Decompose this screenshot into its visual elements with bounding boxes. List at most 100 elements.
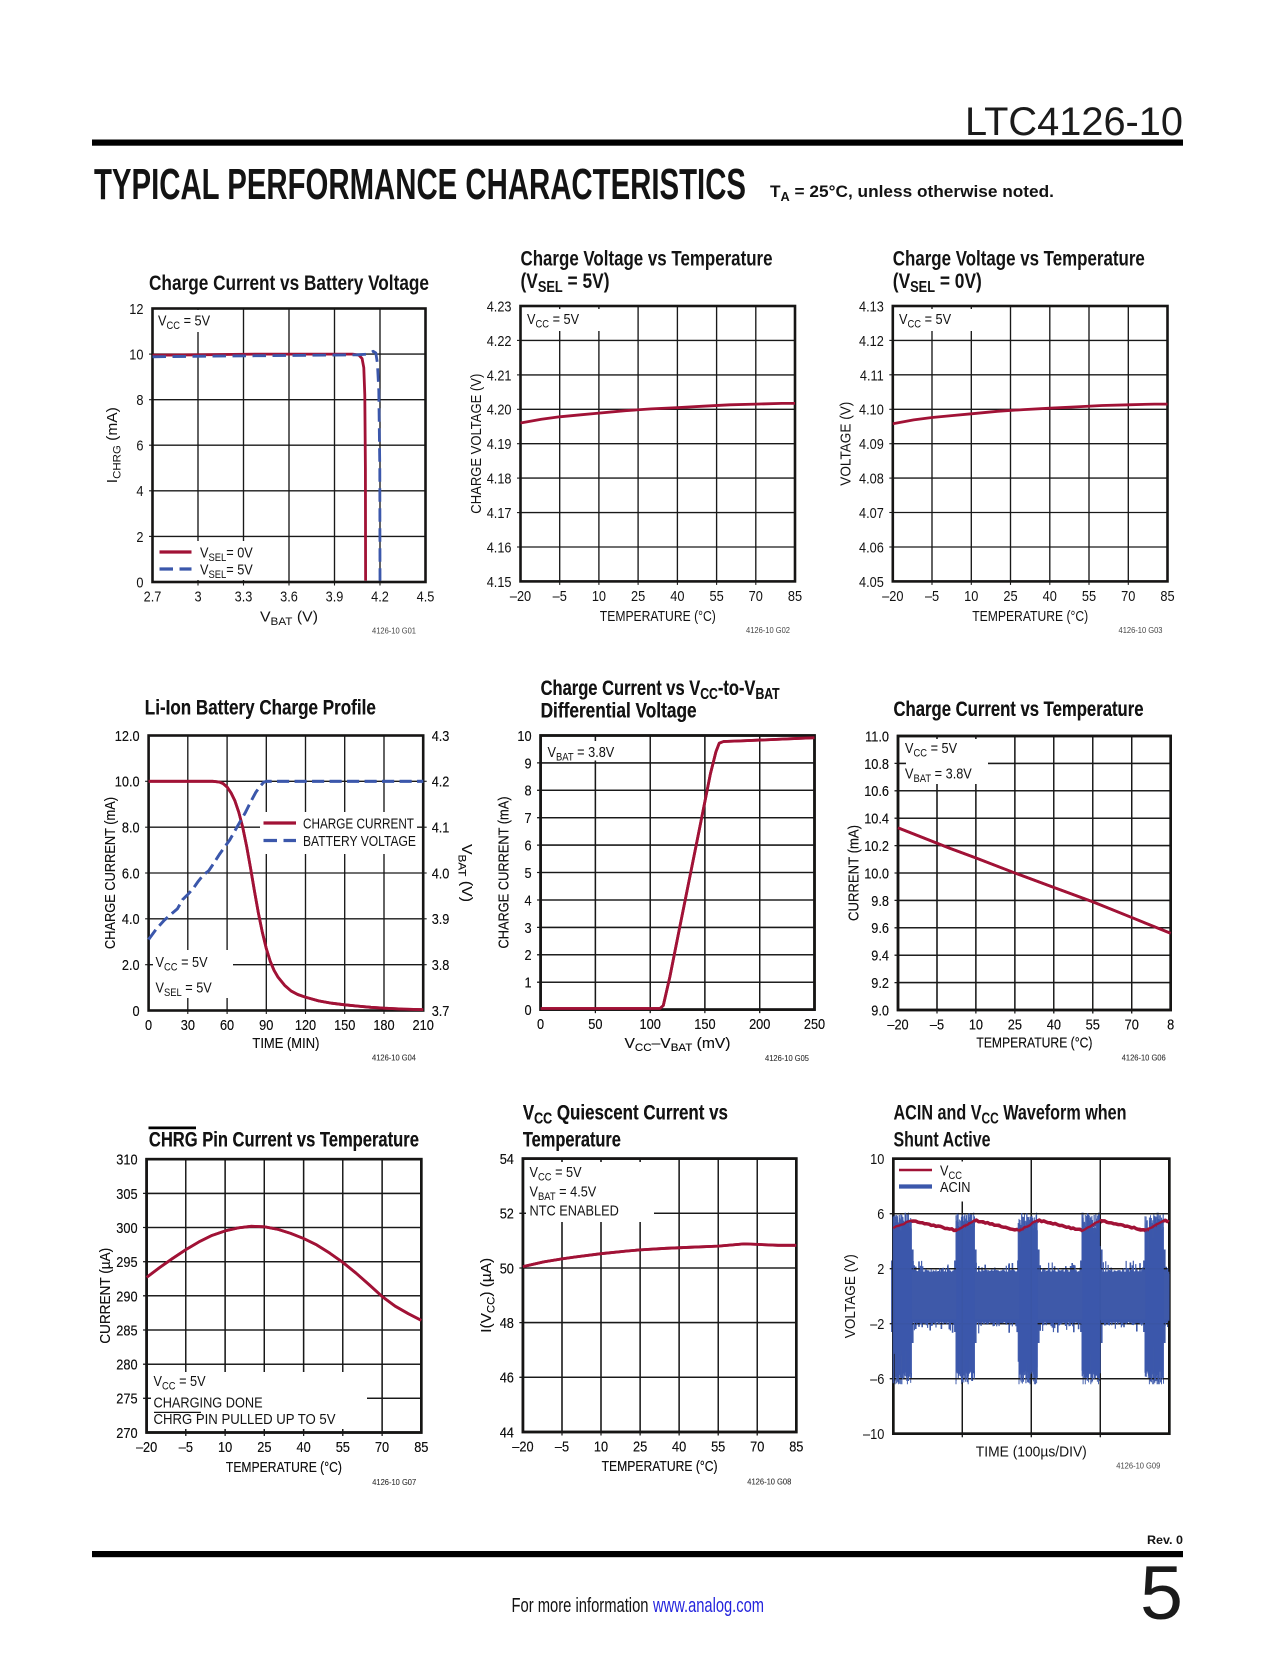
svg-text:CHRG Pin Current vs Temperatur: CHRG Pin Current vs Temperature [149, 1129, 419, 1152]
svg-text:10.0: 10.0 [115, 774, 140, 791]
svg-text:VBAT (V): VBAT (V) [260, 609, 318, 628]
svg-text:CHARGE CURRENT (mA): CHARGE CURRENT (mA) [102, 797, 119, 949]
svg-text:1: 1 [525, 975, 532, 992]
svg-text:TEMPERATURE (°C): TEMPERATURE (°C) [600, 608, 716, 625]
svg-text:300: 300 [116, 1220, 137, 1237]
svg-text:VCC = 5V: VCC = 5V [156, 954, 208, 973]
svg-text:120: 120 [295, 1017, 316, 1034]
svg-text:54: 54 [500, 1151, 514, 1168]
svg-text:12.0: 12.0 [115, 728, 140, 745]
svg-text:8: 8 [525, 783, 532, 800]
svg-text:180: 180 [373, 1017, 394, 1034]
svg-text:150: 150 [694, 1016, 715, 1033]
svg-text:280: 280 [116, 1357, 137, 1374]
svg-text:–2: –2 [870, 1316, 884, 1333]
svg-text:85: 85 [414, 1439, 428, 1456]
svg-text:0: 0 [133, 1003, 140, 1020]
svg-text:NTC ENABLED: NTC ENABLED [530, 1203, 619, 1220]
svg-text:CHARGING DONE: CHARGING DONE [154, 1395, 263, 1412]
svg-text:CHRG Pin Current vs Temperatur: CHRG Pin Current vs Temperature [149, 1129, 419, 1152]
svg-text:I(VCC) (µA): I(VCC) (µA) [478, 1258, 497, 1333]
svg-text:10: 10 [517, 728, 531, 745]
svg-text:CURRENT (mA): CURRENT (mA) [846, 825, 863, 921]
svg-text:VCC Quiescent Current vs: VCC Quiescent Current vs [523, 1102, 728, 1128]
svg-text:30: 30 [181, 1017, 195, 1034]
svg-text:–20: –20 [512, 1439, 533, 1456]
svg-text:VCC = 5V: VCC = 5V [905, 740, 957, 759]
svg-text:–6: –6 [870, 1371, 884, 1388]
svg-text:310: 310 [116, 1152, 137, 1169]
svg-text:4.17: 4.17 [487, 505, 512, 522]
svg-text:–5: –5 [179, 1439, 193, 1456]
svg-text:40: 40 [672, 1439, 686, 1456]
svg-text:4126-10 G02: 4126-10 G02 [746, 625, 790, 635]
svg-text:4126-10 G03: 4126-10 G03 [1119, 625, 1163, 635]
svg-text:VCC = 5V: VCC = 5V [154, 1373, 206, 1392]
svg-text:25: 25 [1008, 1017, 1022, 1034]
svg-text:10: 10 [594, 1439, 608, 1456]
svg-text:3.3: 3.3 [235, 589, 253, 606]
svg-text:4.08: 4.08 [859, 471, 884, 488]
svg-text:4.15: 4.15 [487, 574, 512, 591]
svg-text:4: 4 [525, 892, 532, 909]
svg-text:46: 46 [500, 1370, 514, 1387]
svg-text:4.20: 4.20 [487, 402, 512, 419]
svg-text:VCC = 5V: VCC = 5V [158, 313, 210, 332]
svg-text:10.6: 10.6 [864, 783, 889, 800]
svg-text:10: 10 [218, 1439, 232, 1456]
svg-text:4.1: 4.1 [432, 820, 450, 837]
svg-text:Charge Current vs Battery Volt: Charge Current vs Battery Voltage [149, 272, 429, 295]
svg-text:9.4: 9.4 [871, 948, 889, 965]
svg-text:25: 25 [633, 1439, 647, 1456]
svg-text:5: 5 [525, 865, 532, 882]
svg-text:CURRENT (µA): CURRENT (µA) [97, 1248, 114, 1344]
svg-text:TIME (MIN): TIME (MIN) [252, 1035, 319, 1052]
svg-text:55: 55 [336, 1439, 350, 1456]
svg-text:270: 270 [116, 1425, 137, 1442]
svg-text:Temperature: Temperature [523, 1129, 621, 1152]
svg-text:150: 150 [334, 1017, 355, 1034]
svg-text:0: 0 [136, 574, 143, 591]
svg-text:CHARGE CURRENT (mA): CHARGE CURRENT (mA) [102, 797, 119, 949]
svg-text:TIME (MIN): TIME (MIN) [252, 1035, 319, 1052]
svg-text:ACIN and VCC Waveform when: ACIN and VCC Waveform when [894, 1102, 1127, 1128]
svg-text:4126-10 G08: 4126-10 G08 [747, 1476, 791, 1486]
svg-text:Li-Ion Battery Charge Profile: Li-Ion Battery Charge Profile [145, 697, 376, 720]
svg-text:85: 85 [1160, 588, 1174, 605]
svg-text:7: 7 [525, 810, 532, 827]
svg-text:www.analog.com: www.analog.com [652, 1595, 764, 1617]
svg-text:40: 40 [670, 588, 684, 605]
svg-text:10.2: 10.2 [864, 838, 889, 855]
svg-text:6: 6 [525, 838, 532, 855]
svg-text:55: 55 [709, 588, 723, 605]
svg-text:70: 70 [1125, 1017, 1139, 1034]
svg-text:4126-10 G06: 4126-10 G06 [1122, 1052, 1166, 1062]
svg-text:Li-Ion Battery Charge Profile: Li-Ion Battery Charge Profile [145, 697, 376, 720]
svg-text:–20: –20 [136, 1439, 157, 1456]
svg-text:4126-10 G09: 4126-10 G09 [1116, 1461, 1160, 1471]
svg-text:0: 0 [537, 1016, 544, 1033]
svg-text:10.6: 10.6 [864, 783, 889, 800]
svg-text:50: 50 [500, 1260, 514, 1277]
svg-text:4.13: 4.13 [859, 298, 884, 315]
svg-text:4.16: 4.16 [487, 539, 512, 556]
svg-text:6: 6 [525, 838, 532, 855]
svg-text:–20: –20 [510, 588, 531, 605]
svg-text:TEMPERATURE (°C): TEMPERATURE (°C) [602, 1458, 718, 1475]
svg-text:8: 8 [1167, 1017, 1174, 1034]
svg-text:TA = 25°C, unless otherwise no: TA = 25°C, unless otherwise noted. [770, 182, 1054, 204]
svg-text:–5: –5 [930, 1017, 944, 1034]
svg-text:9: 9 [525, 755, 532, 772]
svg-text:(VSEL = 5V): (VSEL = 5V) [521, 270, 610, 296]
svg-text:CHARGE CURRENT (mA): CHARGE CURRENT (mA) [496, 796, 513, 948]
svg-text:52: 52 [500, 1206, 514, 1223]
svg-text:Charge Current vs VCC-to-VBAT: Charge Current vs VCC-to-VBAT [541, 677, 780, 703]
svg-text:3: 3 [525, 920, 532, 937]
svg-text:70: 70 [375, 1439, 389, 1456]
svg-text:6.0: 6.0 [122, 865, 140, 882]
svg-text:4: 4 [525, 892, 532, 909]
svg-text:54: 54 [500, 1151, 514, 1168]
svg-text:3.6: 3.6 [280, 589, 298, 606]
svg-text:ICHRG (mA): ICHRG (mA) [104, 407, 123, 483]
svg-text:52: 52 [500, 1206, 514, 1223]
